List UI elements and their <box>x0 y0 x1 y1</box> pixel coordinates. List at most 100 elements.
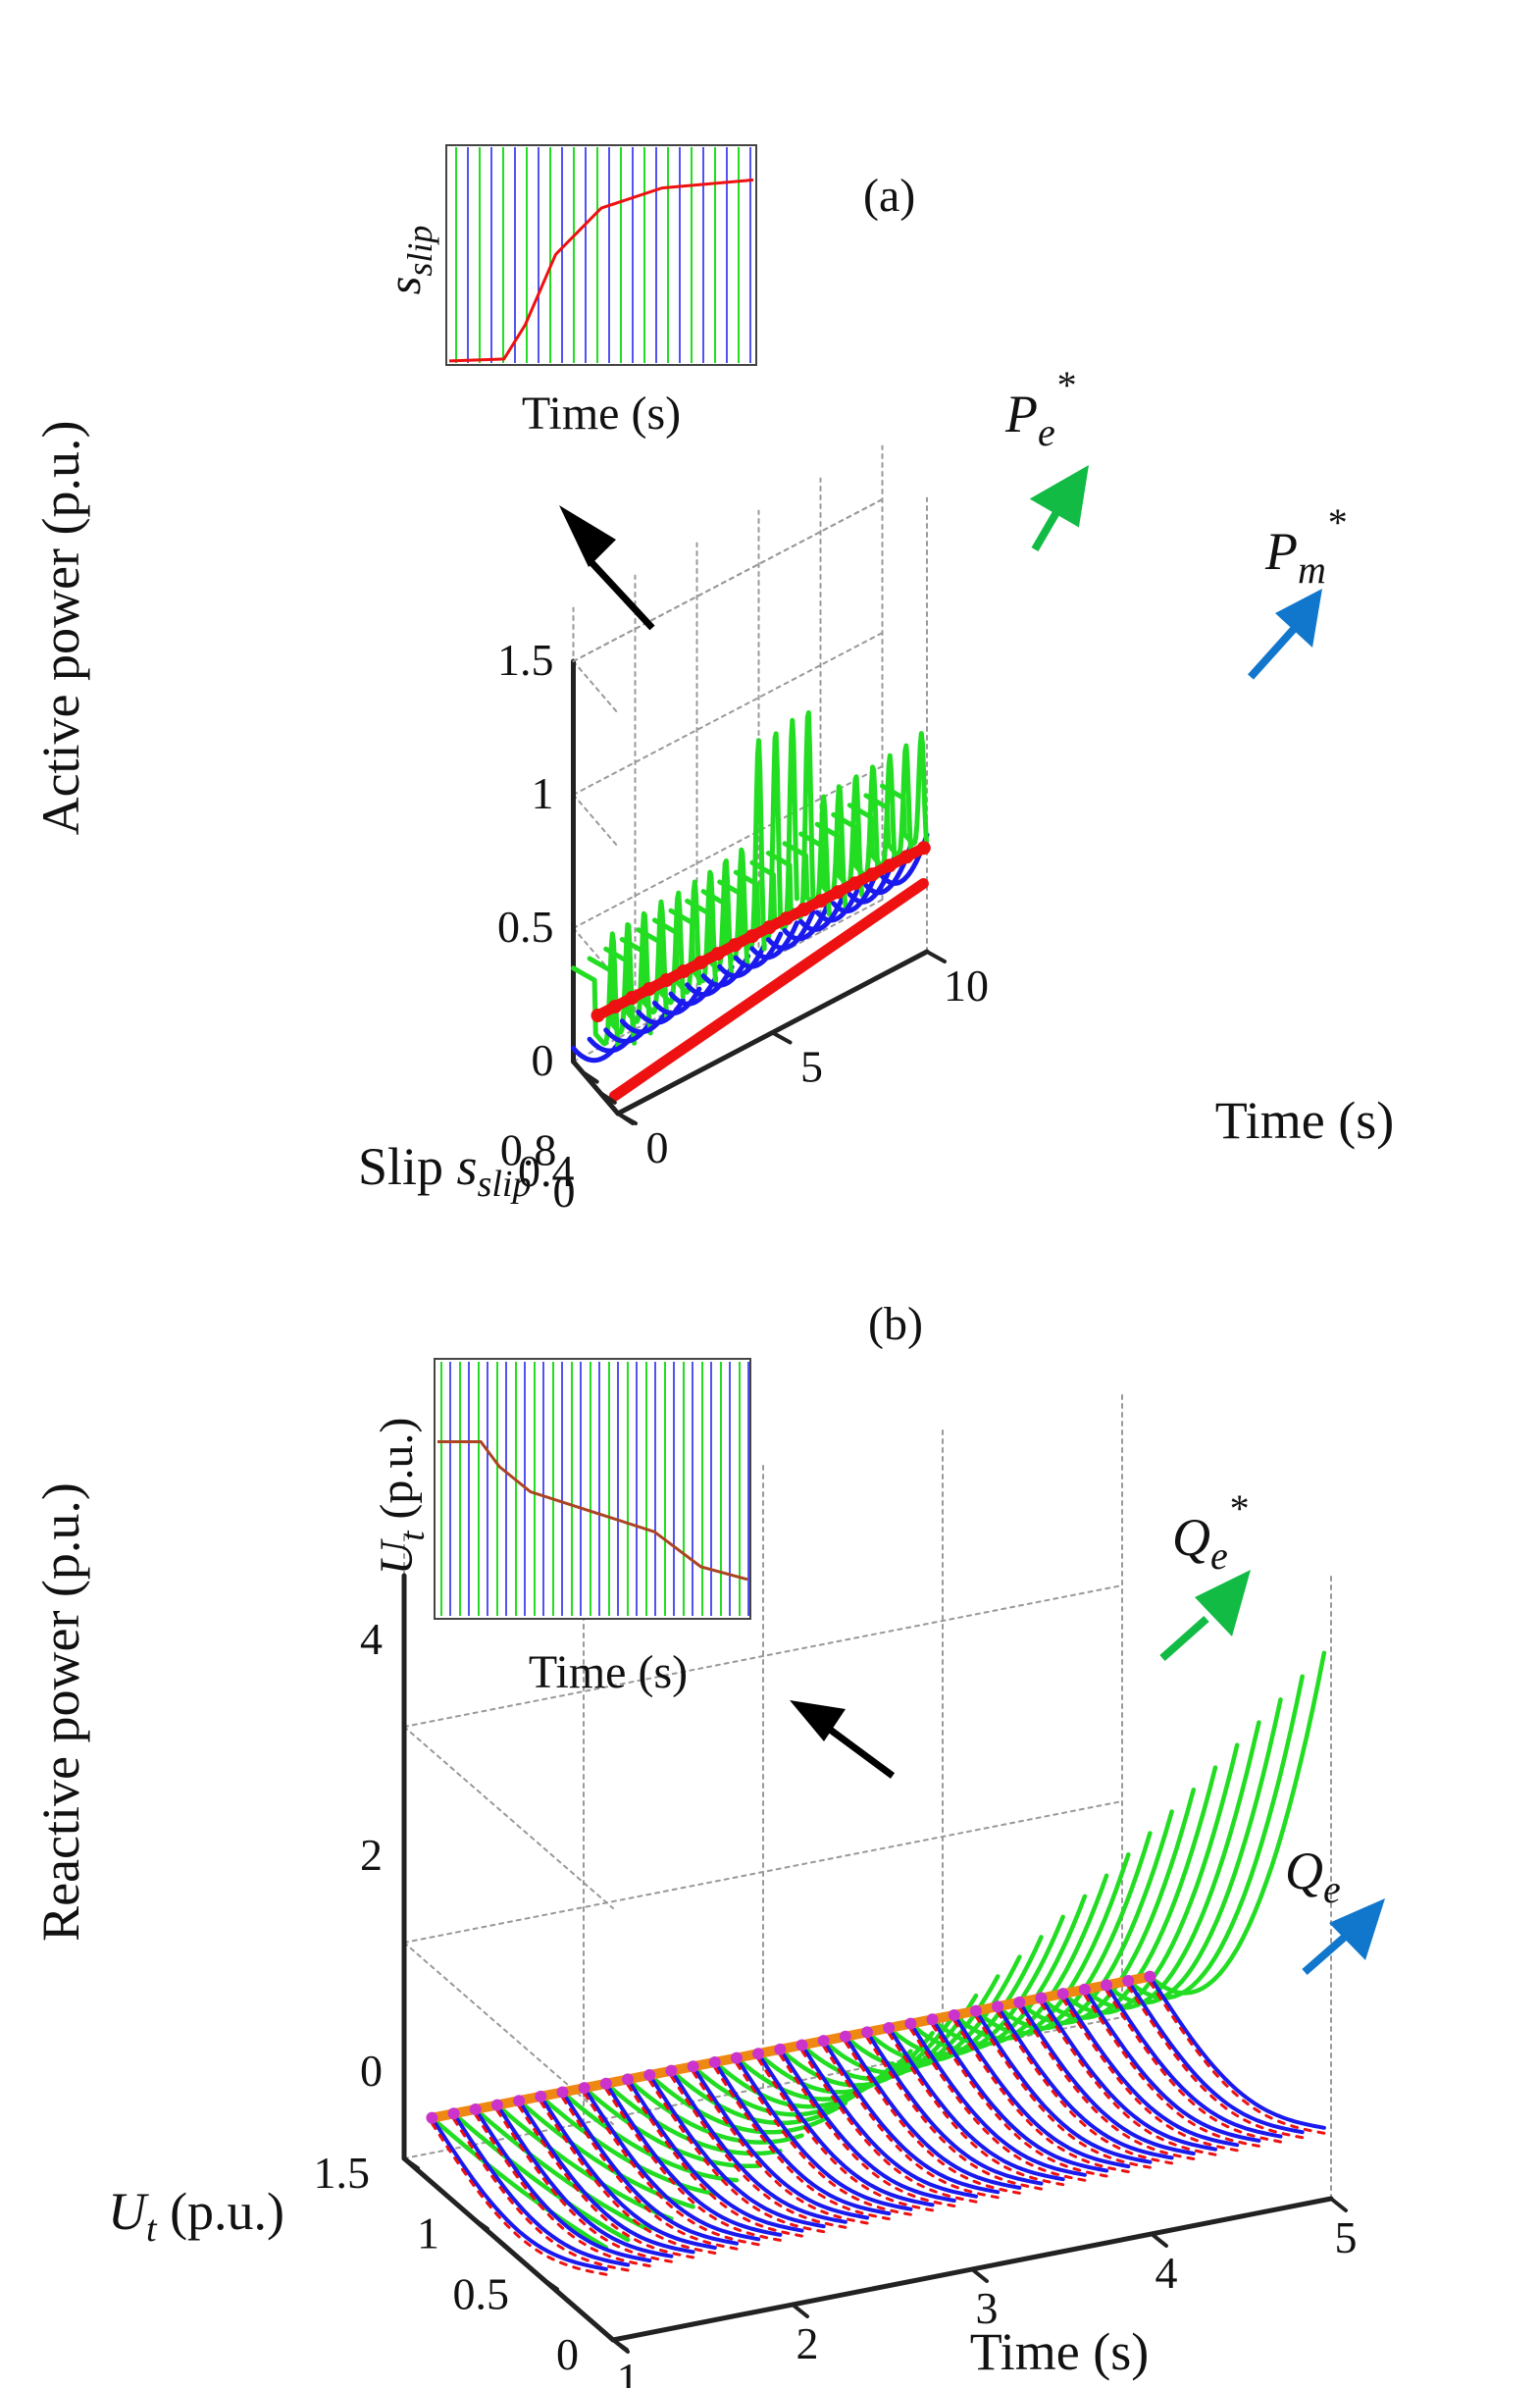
qe-curve <box>430 2115 608 2271</box>
x-tick-mark <box>791 2303 809 2318</box>
operating-point <box>861 2026 874 2039</box>
qe-curve-ref <box>430 2121 608 2276</box>
qe-curve-ref <box>713 2065 891 2221</box>
grid-line <box>403 1726 614 1909</box>
qe-curve <box>996 2004 1174 2160</box>
panel-b-z-label: Reactive power (p.u.) <box>31 1482 90 1942</box>
qe-arrowhead <box>1329 1898 1385 1960</box>
qe-curve <box>930 2017 1109 2173</box>
operating-point <box>926 2013 939 2026</box>
qe-curve-ref <box>735 2061 912 2216</box>
x-tick-mark <box>1150 2232 1168 2248</box>
operating-point <box>693 956 708 970</box>
operating-point <box>1035 1992 1048 2004</box>
operating-point <box>839 2030 851 2043</box>
x-tick-mark <box>611 2338 630 2354</box>
grid-line <box>572 660 619 714</box>
qe-curve <box>973 2008 1153 2164</box>
qe-curve <box>560 2090 739 2246</box>
pe-curve <box>880 731 930 852</box>
u-axis <box>401 2155 616 2343</box>
operating-point <box>426 2111 438 2124</box>
pe-curve <box>749 717 799 931</box>
qe-curve-ref <box>517 2104 695 2259</box>
operating-point <box>625 991 640 1006</box>
inset-b-y-label: Ut (p.u.) <box>371 1418 432 1576</box>
qe-curve-ref <box>604 2087 782 2242</box>
pm-curve <box>831 865 881 914</box>
qe-curve-ref <box>778 2052 956 2207</box>
operating-point <box>1144 1970 1156 1983</box>
z-tick-label: 1.5 <box>497 635 554 685</box>
qe-curve <box>647 2073 826 2229</box>
pm-curve <box>863 843 913 896</box>
qe-star-curve <box>473 2106 652 2233</box>
operating-point <box>1056 1988 1069 2000</box>
x-tick-label: 4 <box>1155 2248 1178 2298</box>
qe-star-curve <box>951 1852 1131 2041</box>
qe-curve-ref <box>495 2108 673 2263</box>
operating-point <box>969 2004 982 2017</box>
pm-curve <box>700 953 751 988</box>
qe-star-curve <box>1082 1720 1261 2010</box>
operating-point <box>813 894 828 908</box>
inset-a-y-label: sslip <box>379 226 439 295</box>
z-tick-label: 4 <box>360 1614 383 1664</box>
qe-curve <box>1126 1979 1305 2135</box>
z-tick-label: 1 <box>532 768 554 818</box>
qe-curve <box>669 2068 847 2224</box>
qe-star-curve <box>669 2068 848 2126</box>
qe-curve-ref <box>800 2049 978 2204</box>
inset-a-pointer-arrowhead <box>559 505 616 567</box>
pe-curve <box>831 764 881 879</box>
x-tick-mark <box>770 1030 793 1045</box>
qe-curve <box>887 2026 1065 2182</box>
inset-b-lines <box>440 1362 749 1616</box>
operating-point <box>1013 1996 1026 2008</box>
y-tick-label: 0 <box>553 1167 576 1217</box>
operating-point <box>762 920 777 935</box>
s-axis <box>571 1059 621 1116</box>
y-tick-label: 0.5 <box>453 2268 510 2318</box>
qe-curve-ref <box>844 2040 1021 2195</box>
qe-curve <box>451 2111 631 2267</box>
operating-trace <box>427 1971 1155 2123</box>
qe-curve-ref <box>583 2092 760 2247</box>
x-tick-label: 1 <box>617 2354 640 2388</box>
grid-line <box>572 899 884 1063</box>
qe-label: Qe <box>1285 1842 1341 1911</box>
operating-point <box>883 2022 896 2035</box>
qe-curve <box>603 2081 783 2237</box>
qe-curve-ref <box>887 2032 1065 2187</box>
operating-point <box>659 973 674 988</box>
pe-curve <box>782 794 832 917</box>
qe-star-curve <box>1104 1697 1283 2005</box>
pm-arrowhead <box>1275 589 1322 648</box>
qe-star-curve <box>560 2090 740 2183</box>
qe-star-curve <box>1148 1650 1327 1996</box>
inset-b-x-label: Time (s) <box>529 1646 688 1698</box>
operating-point <box>676 964 691 979</box>
panel-a-z-label: Active power (p.u.) <box>31 421 90 836</box>
qe-curve-ref <box>626 2083 803 2238</box>
operating-point <box>916 841 931 856</box>
pm-curve <box>668 975 718 1007</box>
operating-point <box>622 2073 635 2086</box>
qe-curve-ref <box>1148 1980 1326 2135</box>
qe-curve <box>539 2094 717 2250</box>
x-tick-mark <box>925 950 947 963</box>
qe-curve <box>1082 1987 1261 2143</box>
pe-curve <box>603 910 653 1036</box>
qe-curve <box>799 2043 978 2199</box>
qe-star-curve <box>582 2085 761 2169</box>
qe-curve-ref <box>1017 2005 1196 2160</box>
panel-b-ticks: 4 2 0 1.5 1 0.5 0 1 2 3 4 5 <box>314 1614 1358 2388</box>
operating-point <box>847 876 862 891</box>
qe-curve-ref <box>692 2070 869 2225</box>
operating-point <box>469 2102 482 2115</box>
panel-b-curves <box>426 1650 1327 2276</box>
x-tick-label: 5 <box>1335 2212 1358 2262</box>
operating-point <box>774 2043 787 2055</box>
inset-a-pointer-arrow <box>586 556 655 631</box>
qe-curve-ref <box>822 2045 1000 2200</box>
